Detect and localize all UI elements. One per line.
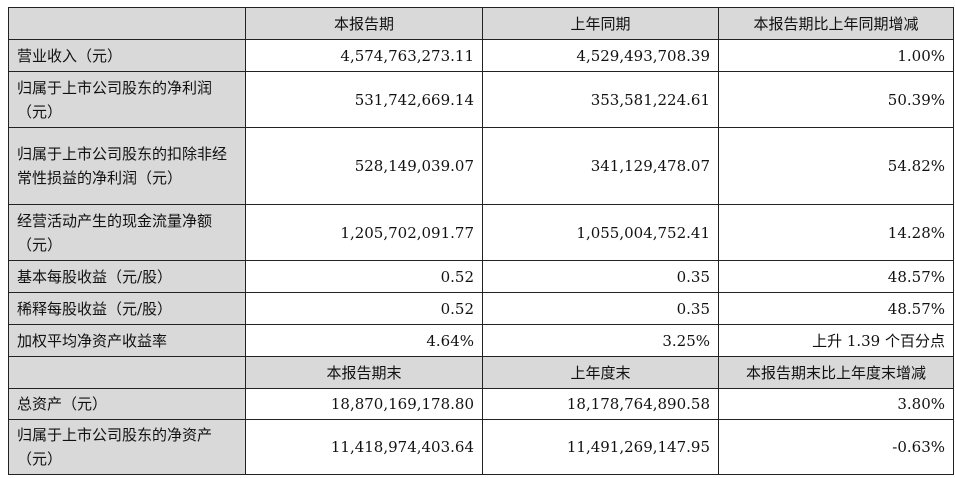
prior-value: 1,055,004,752.41	[482, 204, 719, 261]
row-label: 加权平均净资产收益率	[8, 324, 246, 357]
header-cell: 本报告期末	[245, 356, 483, 389]
row-label: 基本每股收益（元/股）	[8, 260, 246, 293]
prior-value: 353,581,224.61	[482, 71, 719, 128]
header-cell: 本报告期比上年同期增减	[718, 7, 954, 40]
table-row: 总资产（元） 18,870,169,178.80 18,178,764,890.…	[8, 388, 954, 420]
row-label: 稀释每股收益（元/股）	[8, 292, 246, 325]
change-value: 48.57%	[718, 260, 954, 293]
table-row: 稀释每股收益（元/股） 0.52 0.35 48.57%	[8, 292, 954, 325]
change-value: 50.39%	[718, 71, 954, 128]
header-cell: 本报告期末比上年度末增减	[718, 356, 954, 389]
financial-summary-table: 本报告期 上年同期 本报告期比上年同期增减 营业收入（元） 4,574,763,…	[8, 7, 954, 475]
header-row: 本报告期末 上年度末 本报告期末比上年度末增减	[8, 356, 954, 389]
row-label: 经营活动产生的现金流量净额（元）	[8, 204, 246, 261]
header-cell: 上年同期	[482, 7, 719, 40]
row-label: 总资产（元）	[8, 388, 246, 420]
prior-value: 341,129,478.07	[482, 127, 719, 205]
table-row: 归属于上市公司股东的净利润（元） 531,742,669.14 353,581,…	[8, 71, 954, 128]
prior-value: 0.35	[482, 260, 719, 293]
current-value: 0.52	[245, 292, 483, 325]
header-cell	[8, 356, 246, 389]
change-value: -0.63%	[718, 419, 954, 475]
row-label: 归属于上市公司股东的净利润（元）	[8, 71, 246, 128]
prior-value: 0.35	[482, 292, 719, 325]
current-value: 4,574,763,273.11	[245, 39, 483, 72]
current-value: 11,418,974,403.64	[245, 419, 483, 475]
table-row: 营业收入（元） 4,574,763,273.11 4,529,493,708.3…	[8, 39, 954, 72]
prior-value: 4,529,493,708.39	[482, 39, 719, 72]
current-value: 528,149,039.07	[245, 127, 483, 205]
table-row: 归属于上市公司股东的扣除非经常性损益的净利润（元） 528,149,039.07…	[8, 127, 954, 205]
row-label: 归属于上市公司股东的净资产（元）	[8, 419, 246, 475]
prior-value: 11,491,269,147.95	[482, 419, 719, 475]
header-cell: 上年度末	[482, 356, 719, 389]
row-label: 归属于上市公司股东的扣除非经常性损益的净利润（元）	[8, 127, 246, 205]
prior-value: 3.25%	[482, 324, 719, 357]
current-value: 18,870,169,178.80	[245, 388, 483, 420]
change-value: 54.82%	[718, 127, 954, 205]
current-value: 531,742,669.14	[245, 71, 483, 128]
change-value: 上升 1.39 个百分点	[718, 324, 954, 357]
table-row: 经营活动产生的现金流量净额（元） 1,205,702,091.77 1,055,…	[8, 204, 954, 261]
table-row: 归属于上市公司股东的净资产（元） 11,418,974,403.64 11,49…	[8, 419, 954, 475]
current-value: 0.52	[245, 260, 483, 293]
current-value: 1,205,702,091.77	[245, 204, 483, 261]
current-value: 4.64%	[245, 324, 483, 357]
prior-value: 18,178,764,890.58	[482, 388, 719, 420]
row-label: 营业收入（元）	[8, 39, 246, 72]
change-value: 3.80%	[718, 388, 954, 420]
change-value: 1.00%	[718, 39, 954, 72]
change-value: 14.28%	[718, 204, 954, 261]
header-cell: 本报告期	[245, 7, 483, 40]
change-value: 48.57%	[718, 292, 954, 325]
header-row: 本报告期 上年同期 本报告期比上年同期增减	[8, 7, 954, 40]
table-row: 基本每股收益（元/股） 0.52 0.35 48.57%	[8, 260, 954, 293]
header-cell	[8, 7, 246, 40]
table-row: 加权平均净资产收益率 4.64% 3.25% 上升 1.39 个百分点	[8, 324, 954, 357]
